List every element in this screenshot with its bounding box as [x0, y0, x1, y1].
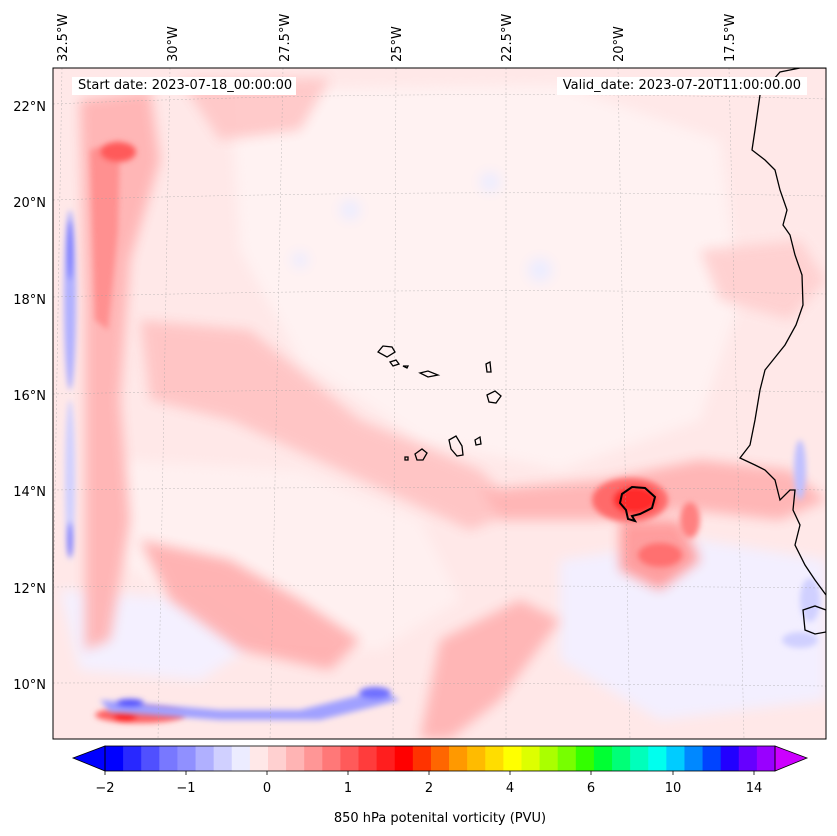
cape-verde-santo-antao	[376, 345, 396, 358]
pv-field-negative	[64, 210, 820, 720]
colorbar-segment	[195, 746, 215, 771]
colorbar-segment	[738, 746, 758, 771]
colorbar-segment	[503, 746, 522, 771]
colorbar-segment	[666, 746, 685, 771]
cape-verde-boa-vista	[486, 390, 502, 404]
lat-label-20n: 20°N	[13, 196, 46, 211]
lon-label-22-5w: 22.5°W	[500, 14, 515, 62]
colorbar-segment	[358, 746, 378, 771]
cape-verde-sao-vicente	[388, 359, 401, 367]
cape-verde-brava	[404, 456, 409, 461]
colorbar-tick-14: 14	[746, 781, 763, 796]
map-frame	[52, 67, 827, 740]
lat-label-12n: 12°N	[13, 582, 46, 597]
colorbar-segment	[105, 746, 124, 771]
colorbar-segment	[177, 746, 197, 771]
colorbar-segment	[612, 746, 631, 771]
colorbar: −2 −1 0 1 2 4 6 10 14 850 hPa potenital …	[71, 745, 809, 826]
cape-verde-santiago	[448, 435, 464, 457]
latitude-labels: 22°N 20°N 18°N 16°N 14°N 12°N 10°N	[13, 100, 46, 693]
pv-contour-vortex	[618, 485, 657, 523]
colorbar-segment	[720, 746, 740, 771]
cape-verde-santa-luzia	[402, 365, 410, 369]
colorbar-tick-6: 6	[587, 781, 595, 796]
lon-label-25w: 25°W	[390, 26, 405, 62]
colorbar-frame	[104, 745, 776, 772]
colorbar-segment	[521, 746, 541, 771]
colorbar-segment	[123, 746, 142, 771]
colorbar-segment	[557, 746, 577, 771]
colorbar-over-extension	[774, 745, 809, 772]
colorbar-under-extension	[71, 745, 106, 772]
colorbar-segment	[322, 746, 341, 771]
colorbar-tick-4: 4	[506, 781, 514, 796]
colorbar-segment	[376, 746, 396, 771]
colorbar-tick-minus1: −1	[176, 781, 195, 796]
cape-verde-fogo	[414, 448, 428, 461]
colorbar-label: 850 hPa potenital vorticity (PVU)	[334, 811, 546, 826]
lon-label-27-5w: 27.5°W	[278, 14, 293, 62]
colorbar-segment	[286, 746, 305, 771]
colorbar-segment	[412, 746, 432, 771]
colorbar-tick-minus2: −2	[95, 781, 114, 796]
lat-label-16n: 16°N	[13, 389, 46, 404]
colorbar-segment	[485, 746, 504, 771]
colorbar-tick-0: 0	[263, 781, 271, 796]
colorbar-segment	[394, 746, 414, 771]
colorbar-segment	[340, 746, 360, 771]
colorbar-segment	[648, 746, 667, 771]
colorbar-tick-2: 2	[425, 781, 433, 796]
colorbar-segment	[213, 746, 233, 771]
colorbar-segment	[430, 746, 450, 771]
bissagos-islands	[802, 605, 826, 635]
coastlines	[376, 68, 826, 635]
colorbar-segment	[756, 746, 776, 771]
map-plot-area	[53, 68, 826, 739]
colorbar-tick-10: 10	[665, 781, 682, 796]
cape-verde-sal	[485, 360, 492, 373]
colorbar-tick-1: 1	[344, 781, 352, 796]
colorbar-segment	[539, 746, 559, 771]
colorbar-segment	[684, 746, 704, 771]
colorbar-segments	[105, 746, 776, 771]
pv-field-pale	[60, 85, 826, 720]
colorbar-segment	[159, 746, 178, 771]
colorbar-segment	[141, 746, 160, 771]
colorbar-ticks	[104, 771, 755, 775]
lon-label-17-5w: 17.5°W	[723, 14, 738, 62]
colorbar-segment	[702, 746, 722, 771]
valid-date-label: Valid_date: 2023-07-20T11:00:00.00	[556, 77, 807, 95]
colorbar-segment	[630, 746, 649, 771]
colorbar-segment	[304, 746, 323, 771]
colorbar-segment	[449, 746, 468, 771]
lon-label-20w: 20°W	[612, 26, 627, 62]
colorbar-segment	[249, 746, 269, 771]
lat-label-14n: 14°N	[13, 485, 46, 500]
start-date-label: Start date: 2023-07-18_00:00:00	[72, 77, 297, 95]
colorbar-segment	[267, 746, 287, 771]
colorbar-segment	[575, 746, 595, 771]
lon-label-32-5w: 32.5°W	[56, 14, 71, 62]
africa-coastline	[738, 68, 826, 596]
colorbar-segment	[467, 746, 486, 771]
colorbar-segment	[231, 746, 251, 771]
lat-label-22n: 22°N	[13, 100, 46, 115]
longitude-labels: 32.5°W 30°W 27.5°W 25°W 22.5°W 20°W 17.5…	[56, 14, 738, 62]
colorbar-segment	[593, 746, 613, 771]
cape-verde-sao-nicolau	[418, 370, 441, 378]
cape-verde-maio	[474, 435, 482, 446]
lat-label-18n: 18°N	[13, 293, 46, 308]
lon-label-30w: 30°W	[166, 26, 181, 62]
lat-label-10n: 10°N	[13, 678, 46, 693]
